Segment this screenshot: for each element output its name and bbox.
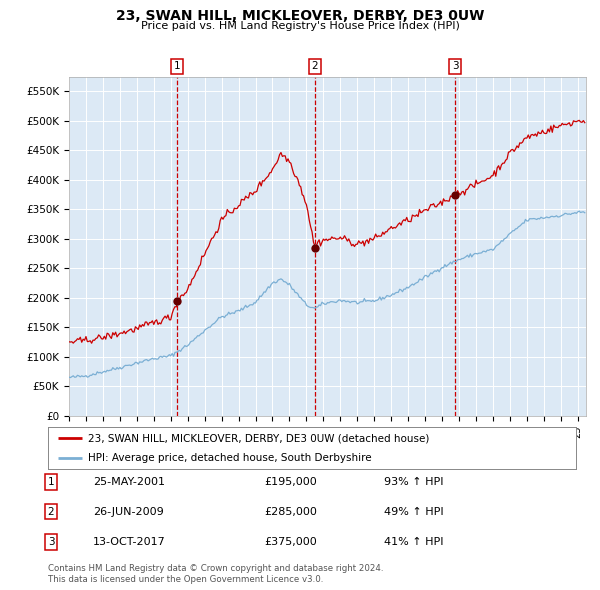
Text: This data is licensed under the Open Government Licence v3.0.: This data is licensed under the Open Gov… <box>48 575 323 584</box>
Text: Contains HM Land Registry data © Crown copyright and database right 2024.: Contains HM Land Registry data © Crown c… <box>48 565 383 573</box>
Text: 1: 1 <box>47 477 55 487</box>
Text: 1: 1 <box>174 61 181 71</box>
Text: 2: 2 <box>311 61 318 71</box>
Text: 49% ↑ HPI: 49% ↑ HPI <box>384 507 443 516</box>
Text: 41% ↑ HPI: 41% ↑ HPI <box>384 537 443 546</box>
Text: £195,000: £195,000 <box>264 477 317 487</box>
Text: 3: 3 <box>452 61 458 71</box>
Text: 3: 3 <box>47 537 55 546</box>
Text: 23, SWAN HILL, MICKLEOVER, DERBY, DE3 0UW: 23, SWAN HILL, MICKLEOVER, DERBY, DE3 0U… <box>116 9 484 23</box>
Text: 2: 2 <box>47 507 55 516</box>
Text: Price paid vs. HM Land Registry's House Price Index (HPI): Price paid vs. HM Land Registry's House … <box>140 21 460 31</box>
Text: 93% ↑ HPI: 93% ↑ HPI <box>384 477 443 487</box>
Text: 23, SWAN HILL, MICKLEOVER, DERBY, DE3 0UW (detached house): 23, SWAN HILL, MICKLEOVER, DERBY, DE3 0U… <box>88 433 429 443</box>
Text: £375,000: £375,000 <box>264 537 317 546</box>
Text: HPI: Average price, detached house, South Derbyshire: HPI: Average price, detached house, Sout… <box>88 453 371 463</box>
Text: 26-JUN-2009: 26-JUN-2009 <box>93 507 164 516</box>
Text: 13-OCT-2017: 13-OCT-2017 <box>93 537 166 546</box>
Text: £285,000: £285,000 <box>264 507 317 516</box>
Text: 25-MAY-2001: 25-MAY-2001 <box>93 477 165 487</box>
